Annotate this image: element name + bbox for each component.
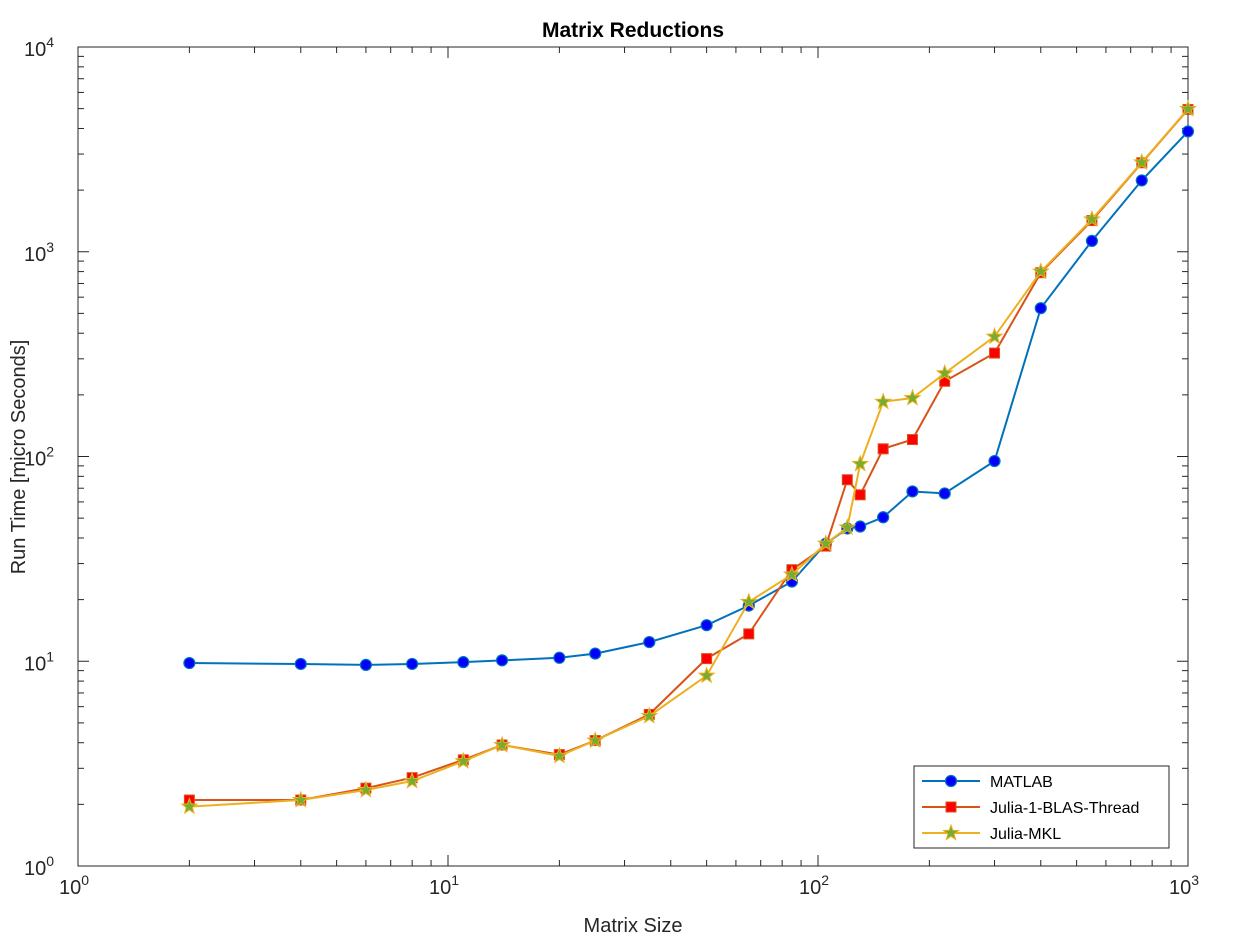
y-tick-label-base: 10 bbox=[24, 244, 46, 266]
data-point bbox=[988, 454, 1001, 468]
legend: MATLAB Julia-1-BLAS-Thread Julia-MKL bbox=[913, 765, 1170, 849]
x-tick-label: 102 bbox=[799, 872, 829, 899]
data-point bbox=[1085, 234, 1099, 247]
y-tick-label: 103 bbox=[24, 239, 54, 266]
data-point bbox=[782, 565, 801, 583]
x-tick-label-exponent: 2 bbox=[821, 872, 829, 888]
y-tick-label-exponent: 1 bbox=[46, 648, 54, 664]
data-point bbox=[291, 790, 310, 808]
y-tick-label-base: 10 bbox=[24, 858, 46, 880]
data-point bbox=[906, 434, 918, 446]
y-tick-label: 104 bbox=[24, 34, 54, 61]
data-point bbox=[838, 518, 857, 536]
data-point bbox=[701, 653, 713, 665]
data-point bbox=[550, 746, 569, 764]
legend-marker bbox=[945, 801, 957, 813]
data-point bbox=[841, 474, 853, 486]
data-point bbox=[985, 327, 1004, 345]
plot-area-box bbox=[77, 46, 1189, 867]
data-point bbox=[553, 651, 566, 664]
data-point bbox=[643, 636, 656, 649]
y-tick-label-exponent: 4 bbox=[46, 34, 54, 50]
data-point bbox=[640, 706, 659, 724]
data-point bbox=[454, 751, 473, 769]
data-point bbox=[935, 363, 954, 381]
data-point bbox=[700, 619, 713, 632]
plot-series bbox=[180, 99, 1197, 815]
x-tick-label-exponent: 1 bbox=[451, 872, 459, 888]
x-tick-label-base: 10 bbox=[59, 877, 81, 899]
legend-item: Julia-MKL bbox=[922, 823, 1061, 843]
data-point bbox=[1082, 209, 1101, 227]
legend-label: Julia-MKL bbox=[990, 826, 1061, 843]
data-point bbox=[697, 666, 716, 684]
x-tick-label: 100 bbox=[59, 872, 89, 899]
data-point bbox=[183, 656, 196, 670]
x-axis-label: Matrix Size bbox=[584, 915, 683, 937]
x-tick-label: 103 bbox=[1169, 872, 1199, 899]
data-point bbox=[1179, 99, 1197, 117]
data-point bbox=[906, 485, 919, 498]
data-point bbox=[874, 392, 893, 410]
data-point bbox=[586, 731, 605, 749]
data-point bbox=[854, 520, 867, 533]
x-tick-label-base: 10 bbox=[799, 877, 821, 899]
legend-label: Julia-1-BLAS-Thread bbox=[990, 800, 1139, 817]
data-point bbox=[1181, 125, 1195, 138]
data-point bbox=[854, 489, 866, 501]
y-tick-label-base: 10 bbox=[24, 653, 46, 675]
x-tick-label-exponent: 3 bbox=[1191, 872, 1199, 888]
data-point bbox=[403, 771, 422, 789]
data-point bbox=[877, 511, 890, 524]
data-point bbox=[1034, 302, 1047, 315]
legend-item: MATLAB bbox=[922, 774, 1053, 791]
data-point bbox=[903, 388, 922, 406]
legend-item: Julia-1-BLAS-Thread bbox=[922, 800, 1139, 817]
data-point bbox=[1132, 152, 1151, 171]
data-point bbox=[493, 735, 512, 753]
data-point bbox=[180, 797, 199, 815]
legend-label: MATLAB bbox=[990, 774, 1053, 791]
y-tick-label-exponent: 0 bbox=[46, 853, 54, 869]
data-point bbox=[359, 658, 373, 671]
data-point bbox=[294, 657, 307, 671]
data-point bbox=[877, 443, 889, 455]
y-axis-label: Run Time [micro Seconds] bbox=[8, 340, 30, 575]
chart-title: Matrix Reductions bbox=[542, 19, 724, 42]
data-point bbox=[1031, 262, 1050, 280]
y-tick-label-base: 10 bbox=[24, 449, 46, 471]
data-point bbox=[739, 592, 758, 610]
data-point bbox=[406, 657, 419, 671]
x-tick-label-exponent: 0 bbox=[81, 872, 89, 888]
data-point bbox=[457, 656, 470, 669]
y-tick-label-exponent: 2 bbox=[46, 444, 54, 460]
y-tick-label: 100 bbox=[24, 853, 54, 880]
series-1 bbox=[183, 125, 1195, 671]
legend-marker bbox=[942, 823, 960, 841]
y-tick-label-base: 10 bbox=[24, 39, 46, 61]
x-tick-label: 101 bbox=[429, 872, 459, 899]
data-point bbox=[589, 647, 602, 660]
data-point bbox=[816, 534, 835, 552]
y-tick-label: 102 bbox=[24, 444, 54, 471]
y-tick-label-exponent: 3 bbox=[46, 239, 54, 255]
data-point bbox=[989, 347, 1001, 359]
data-point bbox=[851, 454, 870, 472]
legend-marker bbox=[944, 774, 958, 788]
series-3 bbox=[180, 99, 1197, 815]
data-point bbox=[743, 628, 755, 640]
data-point bbox=[356, 780, 375, 798]
data-point bbox=[938, 487, 951, 500]
data-point bbox=[495, 654, 509, 667]
x-tick-label-base: 10 bbox=[429, 877, 451, 899]
y-tick-label: 101 bbox=[24, 648, 54, 675]
data-point bbox=[1135, 174, 1148, 187]
x-tick-label-base: 10 bbox=[1169, 877, 1191, 899]
